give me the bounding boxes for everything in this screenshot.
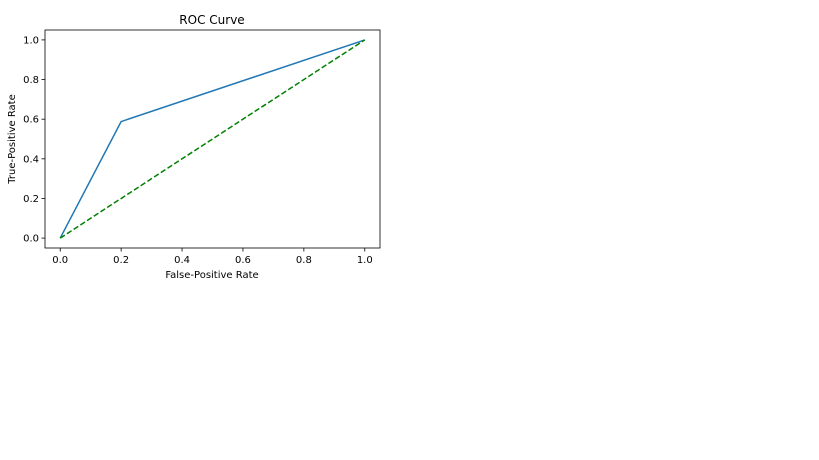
x-tick-label: 0.0 [52,255,68,266]
x-tick-label: 1.0 [357,255,373,266]
y-axis-title: True-Positive Rate [7,94,18,185]
x-tick-label: 0.6 [235,255,251,266]
y-axis: 0.0 0.2 0.4 0.6 0.8 1.0 [23,35,45,245]
baseline-series-line [59,39,366,239]
plot-frame [44,29,381,249]
series-layer [59,39,366,239]
x-axis: 0.0 0.2 0.4 0.6 0.8 1.0 [52,248,373,266]
roc-series-line [59,39,366,239]
x-axis-title: False-Positive Rate [165,270,258,281]
y-tick-label: 0.8 [23,75,39,86]
x-tick-label: 0.2 [113,255,129,266]
y-tick-label: 1.0 [23,35,39,46]
y-tick-label: 0.6 [23,115,39,126]
y-tick-label: 0.0 [23,234,39,245]
x-tick-label: 0.8 [296,255,312,266]
y-tick-label: 0.4 [23,154,39,165]
y-tick-label: 0.2 [23,194,39,205]
x-tick-label: 0.4 [174,255,190,266]
chart-title: ROC Curve [179,13,244,27]
